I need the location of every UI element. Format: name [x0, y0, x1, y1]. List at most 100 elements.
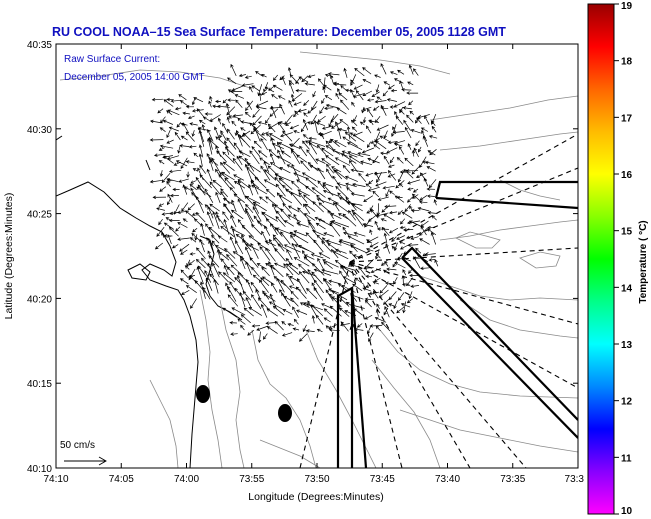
x-tick-label: 73:50 — [304, 474, 329, 485]
current-vector — [263, 292, 276, 302]
current-vector — [314, 216, 326, 222]
current-vector — [420, 225, 427, 236]
current-vector — [350, 119, 358, 126]
current-vector — [251, 266, 260, 277]
current-vector — [195, 196, 205, 214]
current-vector — [253, 140, 262, 149]
current-vector — [293, 230, 307, 237]
current-vector — [344, 131, 357, 142]
current-vector — [317, 257, 325, 270]
current-vector — [261, 131, 269, 136]
current-vector — [157, 108, 164, 114]
current-vector — [158, 160, 165, 165]
current-vector — [348, 210, 356, 221]
current-vector — [251, 146, 261, 158]
current-vector — [209, 181, 221, 196]
current-vector — [336, 182, 349, 187]
current-vector — [424, 252, 436, 257]
current-vector — [231, 199, 237, 213]
current-vector — [377, 196, 389, 201]
current-vector — [421, 130, 428, 142]
current-vector — [194, 280, 206, 293]
current-vector — [226, 137, 237, 150]
current-vector — [177, 222, 188, 228]
current-vector — [278, 142, 294, 150]
current-vector — [262, 290, 270, 300]
current-vector — [226, 106, 236, 116]
current-vector — [313, 239, 324, 253]
current-vector — [264, 86, 275, 93]
current-vector — [309, 165, 324, 173]
current-vector — [166, 177, 179, 183]
current-vector — [399, 225, 406, 230]
current-vector — [172, 187, 180, 192]
current-vector — [418, 146, 422, 153]
current-vector — [252, 108, 260, 118]
current-vector — [245, 210, 254, 227]
current-vector — [362, 90, 373, 96]
current-vector — [384, 204, 397, 209]
current-vector — [375, 140, 387, 150]
current-vector — [351, 204, 363, 212]
current-vector — [233, 142, 244, 156]
current-vector — [270, 264, 284, 278]
current-vector — [249, 257, 259, 268]
current-vector — [434, 259, 439, 267]
current-vector — [283, 220, 294, 227]
current-vector — [388, 227, 399, 234]
current-vector — [353, 84, 363, 90]
current-vector — [291, 149, 301, 165]
current-vector — [235, 99, 243, 108]
current-vector — [304, 254, 315, 260]
current-vector — [394, 262, 406, 269]
current-vector — [251, 324, 261, 328]
current-vector — [244, 111, 251, 118]
current-vector — [219, 132, 223, 139]
current-vector — [364, 297, 374, 301]
current-vector — [193, 96, 204, 103]
colorbar-tick-label: 16 — [621, 170, 633, 181]
current-vector — [411, 193, 422, 203]
current-vector — [310, 114, 318, 125]
current-vector — [240, 314, 251, 324]
current-vector — [331, 121, 342, 129]
current-vector — [293, 257, 310, 267]
current-vector — [208, 226, 220, 237]
current-vector — [392, 130, 405, 135]
current-vector — [261, 212, 278, 222]
current-vector — [410, 284, 420, 288]
current-vector — [305, 303, 324, 311]
current-vector — [366, 108, 374, 118]
current-vector — [339, 119, 349, 126]
current-vector — [366, 247, 374, 252]
current-vector — [229, 281, 237, 292]
current-vector — [198, 144, 204, 158]
colorbar-tick-label: 10 — [621, 506, 633, 517]
current-vector — [232, 114, 243, 118]
current-vector — [178, 94, 187, 101]
colorbar-tick-label: 13 — [621, 340, 633, 351]
current-vector — [274, 247, 286, 262]
current-vector — [290, 297, 299, 307]
current-vector — [372, 281, 380, 285]
current-vector — [175, 226, 181, 232]
current-vector — [374, 74, 381, 78]
current-vector — [317, 115, 326, 123]
current-vector — [216, 249, 221, 261]
current-vector — [346, 126, 351, 140]
current-vector — [290, 93, 295, 102]
current-vector — [268, 133, 283, 142]
current-vector — [326, 168, 333, 179]
current-vector — [269, 153, 276, 165]
current-vector — [387, 84, 395, 90]
current-vector — [301, 172, 317, 182]
current-vector — [410, 129, 421, 134]
current-vector — [251, 85, 261, 92]
current-vector — [206, 168, 213, 182]
current-vector — [230, 332, 238, 336]
current-vector — [358, 172, 367, 183]
current-vector — [342, 213, 357, 227]
current-vector — [182, 184, 188, 195]
current-vector — [177, 210, 188, 215]
current-vector — [213, 126, 221, 141]
